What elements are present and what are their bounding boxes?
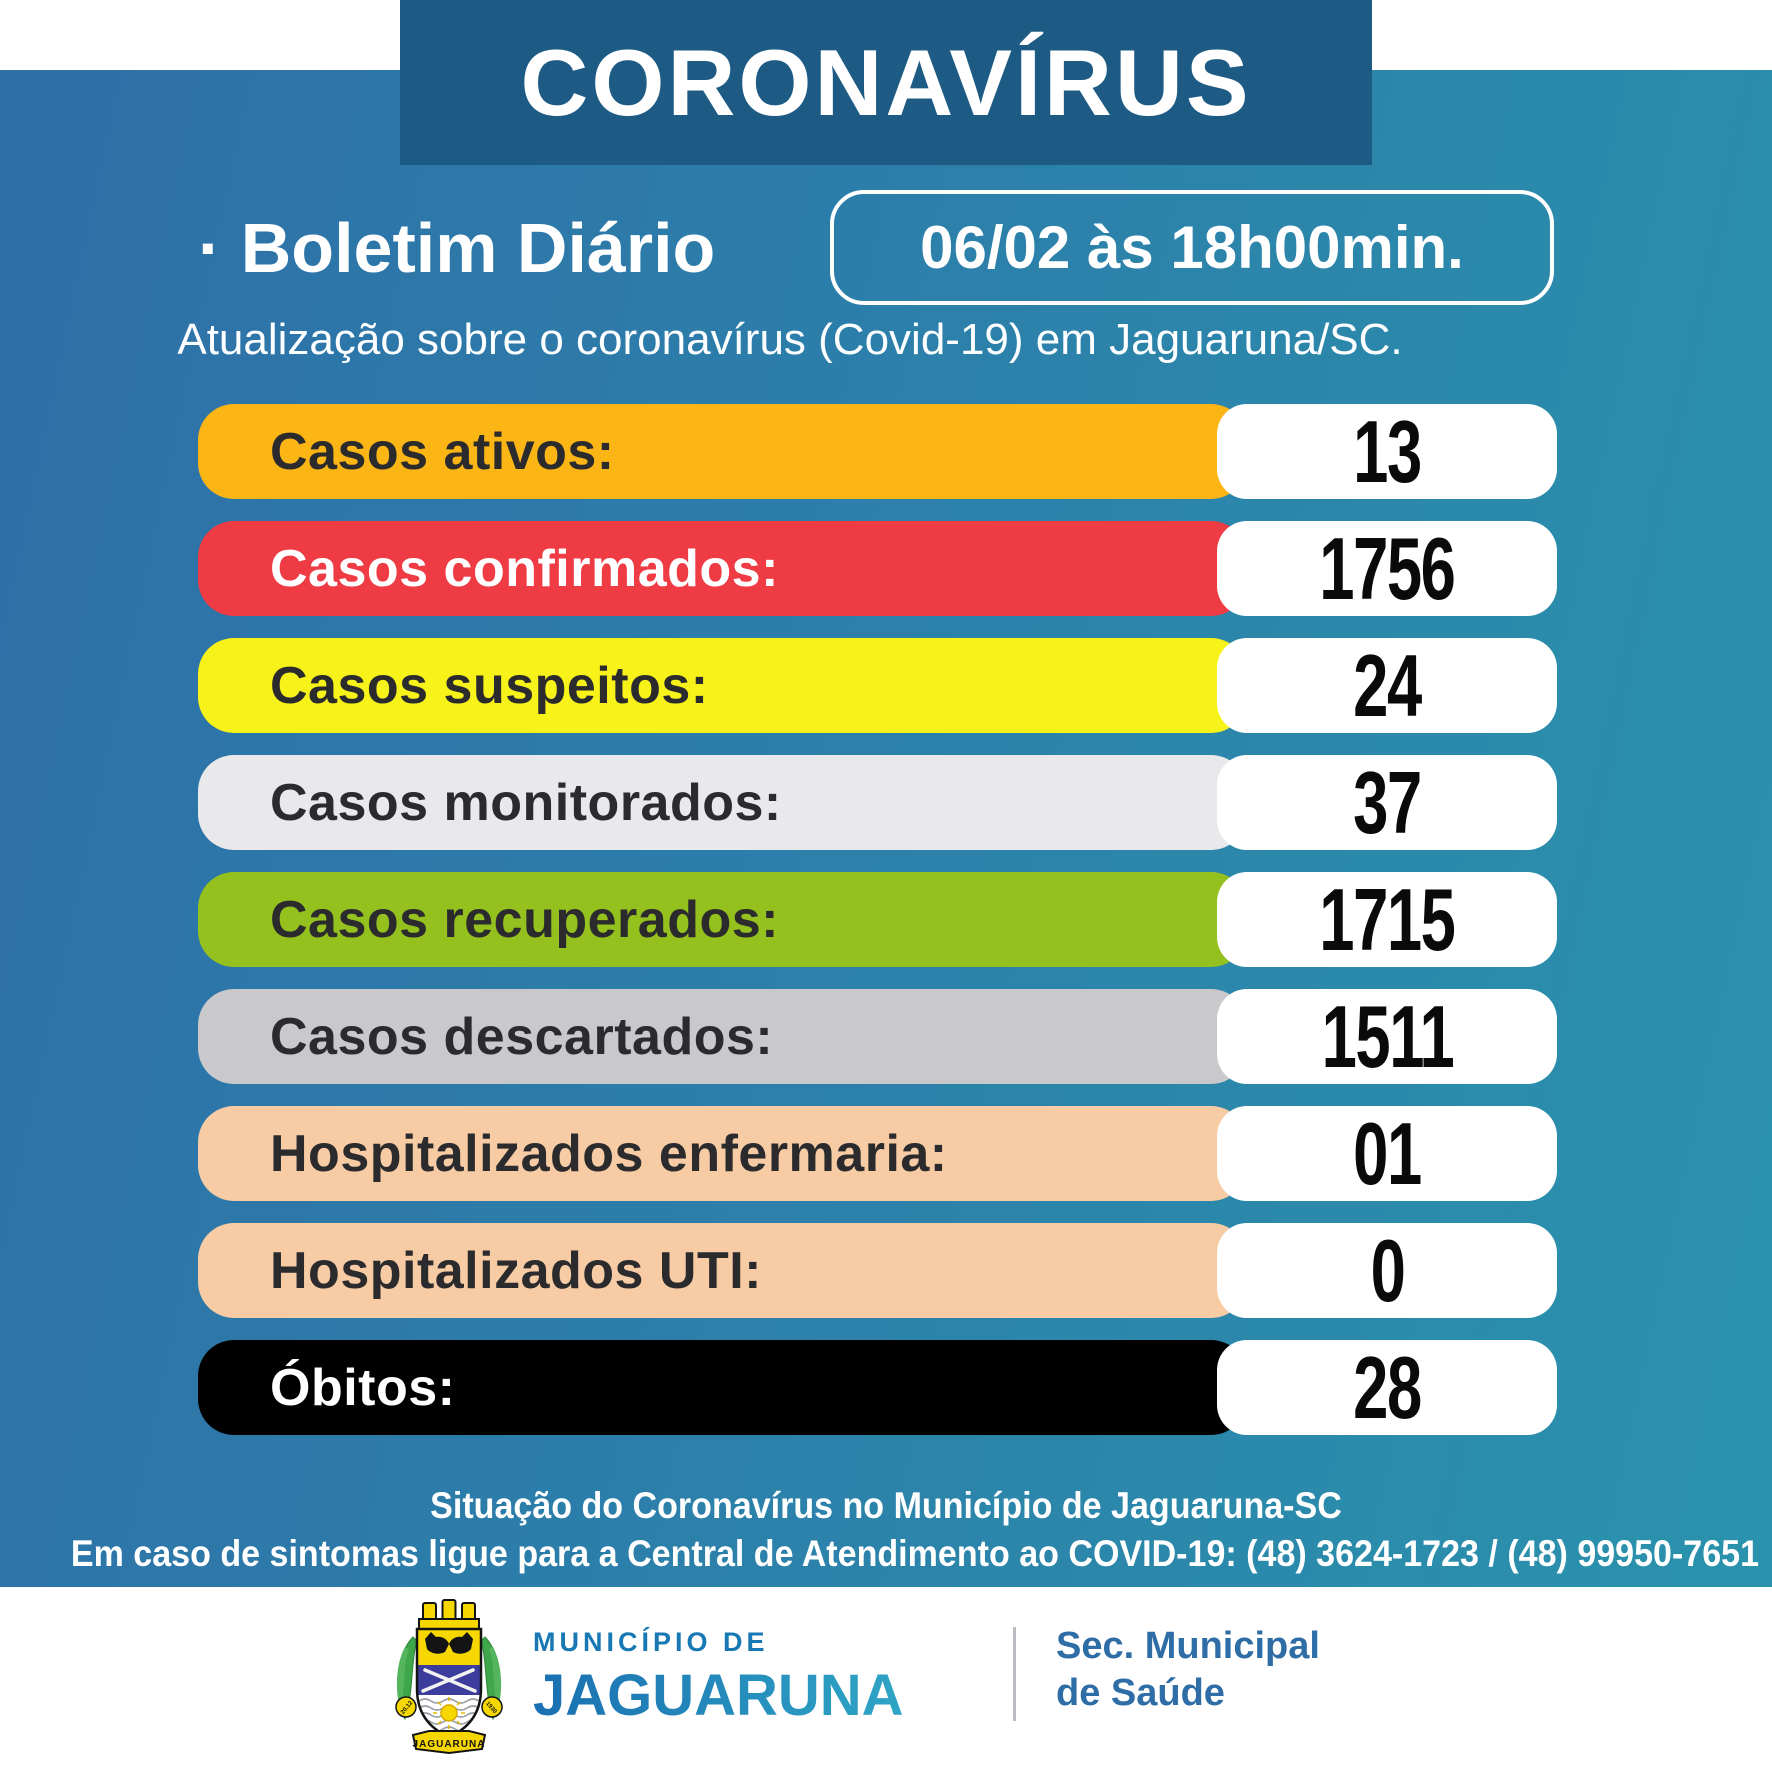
stat-value-box: 1511 — [1217, 987, 1557, 1086]
stat-label-bar: Hospitalizados enfermaria: — [198, 1106, 1247, 1201]
stat-value-box: 28 — [1217, 1338, 1557, 1437]
stat-row-casos-descartados: Casos descartados: 1511 — [198, 987, 1557, 1086]
stat-row-casos-confirmados: Casos confirmados: 1756 — [198, 519, 1557, 618]
stats-list: Casos ativos: 13 Casos confirmados: 1756… — [198, 402, 1557, 1457]
crest-medallions: 20.12 1930 — [395, 1696, 503, 1718]
footer-brand-band: 20.12 1930 JAGUARUNA MUNICÍPIO DE JAGUAR… — [0, 1587, 1772, 1772]
municipality-top-line: MUNICÍPIO DE — [533, 1627, 769, 1657]
stat-value: 1511 — [1321, 986, 1454, 1086]
stat-row-casos-suspeitos: Casos suspeitos: 24 — [198, 636, 1557, 735]
stat-row-casos-monitorados: Casos monitorados: 37 — [198, 753, 1557, 852]
stat-value: 1756 — [1319, 518, 1456, 618]
banner-title: CORONAVÍRUS — [520, 29, 1252, 135]
stat-value-box: 37 — [1217, 753, 1557, 852]
stat-label-bar: Hospitalizados UTI: — [198, 1223, 1247, 1318]
stat-row-hospitalizados-uti: Hospitalizados UTI: 0 — [198, 1221, 1557, 1320]
department-label: Sec. Municipal de Saúde — [1056, 1623, 1320, 1717]
footer-situation-line: Situação do Coronavírus no Município de … — [430, 1485, 1342, 1526]
stat-value-box: 01 — [1217, 1104, 1557, 1203]
department-line1: Sec. Municipal — [1056, 1625, 1320, 1667]
stat-label-bar: Casos descartados: — [198, 989, 1247, 1084]
stat-value: 01 — [1353, 1103, 1422, 1203]
stat-value: 13 — [1353, 401, 1422, 501]
municipality-name: JAGUARUNA — [533, 1663, 904, 1727]
crest-crown — [418, 1599, 480, 1630]
crest-crossed-tools — [421, 1668, 477, 1693]
title-banner: CORONAVÍRUS — [400, 0, 1372, 165]
stat-value-box: 24 — [1217, 636, 1557, 735]
stat-label-bar: Casos recuperados: — [198, 872, 1247, 967]
stat-label-bar: Casos confirmados: — [198, 521, 1247, 616]
stat-label-bar: Casos monitorados: — [198, 755, 1247, 850]
municipality-crest-icon: 20.12 1930 JAGUARUNA — [395, 1599, 503, 1755]
stat-label: Hospitalizados UTI: — [270, 1241, 762, 1300]
stat-label: Casos descartados: — [270, 1007, 774, 1066]
crest-sun — [433, 1697, 465, 1729]
municipality-name-text: JAGUARUNA — [533, 1663, 904, 1727]
stat-label-bar: Óbitos: — [198, 1340, 1247, 1435]
crest-shield — [417, 1629, 481, 1737]
crest-jaguar-heads — [425, 1632, 473, 1654]
stat-label: Casos ativos: — [270, 422, 615, 481]
stat-row-casos-recuperados: Casos recuperados: 1715 — [198, 870, 1557, 969]
footer-divider — [1013, 1627, 1016, 1721]
crest-ribbon-text: JAGUARUNA — [413, 1739, 486, 1750]
crest-ribbon: JAGUARUNA — [411, 1730, 487, 1755]
stat-value: 28 — [1353, 1337, 1422, 1437]
stat-row-obitos: Óbitos: 28 — [198, 1338, 1557, 1437]
stat-value: 37 — [1353, 752, 1422, 852]
department-line2: de Saúde — [1056, 1672, 1225, 1714]
stat-value-box: 1756 — [1217, 519, 1557, 618]
stat-row-hospitalizados-enfermaria: Hospitalizados enfermaria: 01 — [198, 1104, 1557, 1203]
footer-contact-line: Em caso de sintomas ligue para a Central… — [70, 1533, 1760, 1574]
stat-label-bar: Casos suspeitos: — [198, 638, 1247, 733]
stat-label: Óbitos: — [270, 1358, 456, 1417]
stat-label: Hospitalizados enfermaria: — [270, 1124, 948, 1183]
stat-value: 24 — [1353, 635, 1422, 735]
date-time-badge: 06/02 às 18h00min. — [830, 190, 1554, 305]
stat-value-box: 1715 — [1217, 870, 1557, 969]
footer-notes: Situação do Coronavírus no Município de … — [0, 1482, 1772, 1578]
stat-value-box: 0 — [1217, 1221, 1557, 1320]
stat-label: Casos confirmados: — [270, 539, 779, 598]
bulletin-subtitle: Atualização sobre o coronavírus (Covid-1… — [177, 315, 1403, 364]
stat-value: 1715 — [1319, 869, 1456, 969]
date-time-text: 06/02 às 18h00min. — [920, 214, 1464, 281]
stat-label: Casos recuperados: — [270, 890, 779, 949]
stat-value: 0 — [1370, 1220, 1405, 1320]
stat-label: Casos suspeitos: — [270, 656, 709, 715]
stat-label: Casos monitorados: — [270, 773, 782, 832]
stat-label-bar: Casos ativos: — [198, 404, 1247, 499]
stat-value-box: 13 — [1217, 402, 1557, 501]
municipality-wordmark: MUNICÍPIO DE JAGUARUNA — [533, 1627, 963, 1727]
stat-row-casos-ativos: Casos ativos: 13 — [198, 402, 1557, 501]
bulletin-title: · Boletim Diário — [198, 208, 716, 287]
